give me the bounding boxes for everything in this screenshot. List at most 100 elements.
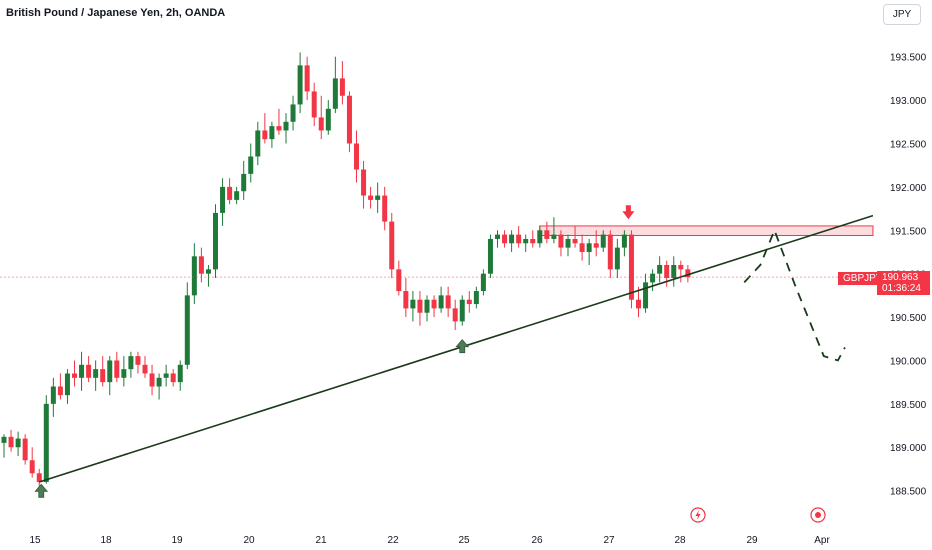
candle-body [600,234,606,248]
x-tick-label: 27 [603,535,615,546]
trendline [39,214,874,483]
candle-body [325,108,331,131]
resistance-zone [539,225,874,236]
candle-body [473,291,479,305]
lightning-icon[interactable] [690,507,706,523]
x-tick-label: 28 [674,535,686,546]
bar-countdown: 01:36:24 [882,283,921,294]
arrow-up-icon [455,339,470,354]
x-tick-label: 29 [746,535,758,546]
candle-body [29,460,35,474]
y-tick-label: 188.500 [890,487,927,498]
candle-body [368,195,374,200]
candle-body [516,234,522,244]
candle-body [354,143,359,170]
projection-path [743,227,846,362]
candle-body [57,386,63,396]
candle-body [459,299,465,322]
candle-body [100,369,106,383]
candle-body [128,356,134,370]
candle-body [375,195,381,200]
candle-body [50,386,56,404]
candle-body [452,308,458,322]
arrow-up-icon [34,483,49,498]
y-tick-label: 193.500 [890,53,927,64]
candle-body [593,243,599,248]
candle-body [438,295,444,309]
symbol-badge: GBPJPY [838,272,888,285]
candle-body [339,78,345,96]
candle-body [311,91,317,118]
last-price-badge: 190.963 01:36:24 [877,271,930,295]
candle-body [445,295,451,309]
candle-body [198,256,204,274]
candle-body [248,156,254,174]
candle-body [283,121,289,131]
candle-body [558,234,564,248]
x-tick-label: 18 [100,535,112,546]
candle-body [495,234,500,239]
candle-body [537,230,543,244]
y-tick-label: 192.000 [890,183,927,194]
candle-body [410,299,416,309]
y-tick-label: 192.500 [890,139,927,150]
candle-body [636,299,641,309]
candle-body [671,264,677,279]
x-tick-label: 22 [387,535,399,546]
y-tick-label: 189.000 [890,443,927,454]
y-tick-label: 189.500 [890,400,927,411]
candle-body [184,295,190,365]
x-tick-label: 25 [458,535,470,546]
target-icon[interactable] [810,507,826,523]
candle-body [403,291,409,309]
candle-body [213,212,218,270]
y-tick-label: 193.000 [890,96,927,107]
candle-body [93,369,99,378]
candle-body [565,238,571,248]
candle-body [1,436,7,443]
candle-body [417,299,423,313]
candle-body [466,299,472,305]
candle-body [530,238,536,244]
candle-body [318,117,324,131]
candle-body [191,256,197,296]
candle-body [227,186,233,200]
candle-body [346,95,352,144]
candle-body [297,65,303,105]
candle-body [163,373,169,378]
candle-body [424,299,430,313]
candle-body [255,130,261,157]
candle-body [509,234,515,244]
candle-body [628,234,634,300]
candle-body [36,473,42,482]
candle-body [551,234,557,239]
candle-body [86,364,92,378]
candle-body [79,364,85,378]
candle-body [572,238,578,244]
candle-body [657,264,663,274]
candle-body [304,65,310,92]
candle-body [650,273,656,283]
candle-body [22,438,28,461]
candle-body [15,438,21,448]
candle-body [220,186,226,213]
candle-body [480,273,486,292]
x-tick-label: 20 [243,535,255,546]
candle-body [72,373,77,378]
candle-body [614,247,620,270]
candle-body [544,230,550,239]
candle-body [523,238,529,244]
candle-body [241,173,247,192]
candle-body [149,373,155,387]
x-tick-label: 15 [29,535,41,546]
currency-button[interactable]: JPY [883,4,921,25]
candle-body [685,269,691,278]
last-price: 190.963 [882,272,919,283]
candle-body [135,356,141,365]
candle-body [269,126,275,140]
candle-body [664,264,670,279]
x-tick-label: 26 [531,535,543,546]
candle-body [156,377,162,387]
candle-body [205,269,211,274]
